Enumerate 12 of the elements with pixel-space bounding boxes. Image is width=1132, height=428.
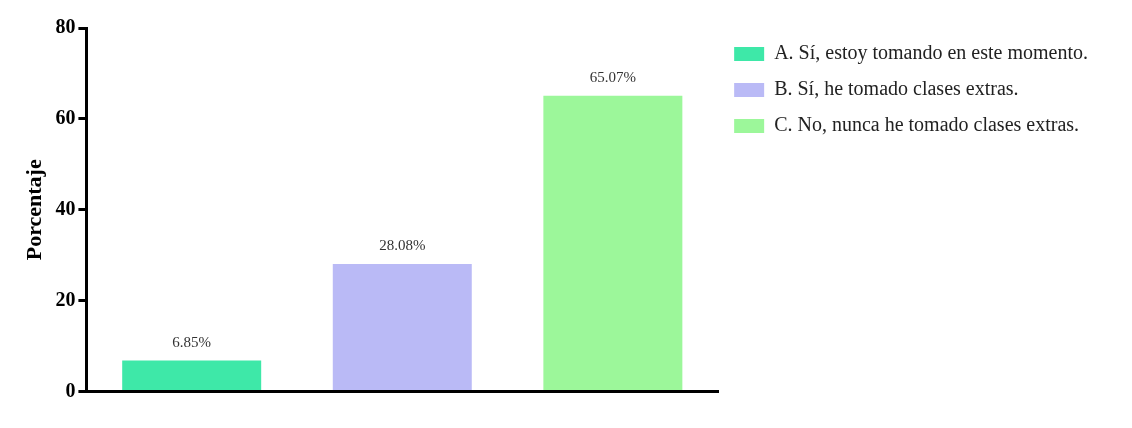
data-label: 65.07% <box>589 69 636 86</box>
legend-label: A. Sí, estoy tomando en este momento. <box>774 41 1089 65</box>
y-tick-label: 60 <box>55 106 76 129</box>
data-label: 28.08% <box>379 237 426 254</box>
data-label: 6.85% <box>172 333 212 350</box>
legend-label: C. No, nunca he tomado clases extras. <box>774 113 1080 136</box>
legend-label: B. Sí, he tomado clases extras. <box>774 77 1019 100</box>
y-axis-title: Porcentaje <box>20 159 46 261</box>
y-tick-label: 20 <box>55 287 76 310</box>
y-tick-label: 40 <box>55 196 76 219</box>
y-tick-label: 80 <box>55 15 76 38</box>
y-tick-label: 0 <box>65 378 76 401</box>
